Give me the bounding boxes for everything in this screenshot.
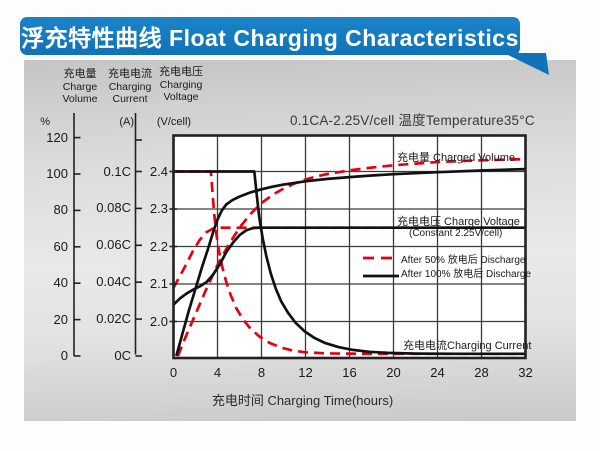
unit-v-per-cell: (V/cell) (156, 116, 192, 128)
label-constant-voltage: (Constant 2.25V/cell) (409, 228, 503, 239)
unit-ampere: (A) (119, 116, 134, 128)
banner-tail (504, 53, 549, 75)
curve-charged-volume-after-50-discharge (176, 157, 526, 357)
x-axis-title: 充电时间 Charging Time(hours) (211, 393, 394, 408)
legend-line-solid (363, 274, 399, 278)
curve-charged-volume-after-100-discharge (174, 167, 526, 357)
curve-charging-current-after-50-discharge (173, 170, 526, 356)
condition-note: 0.1CA-2.25V/cell 温度Temperature35°C (290, 113, 535, 128)
legend-line-dashed (363, 256, 399, 260)
label-charge-voltage: 充电电压 Charge Voltage (397, 216, 520, 228)
curve-charging-current-after-100-discharge (173, 170, 526, 356)
unit-percent: % (40, 116, 50, 128)
curve-charge-voltage-after-50-discharge (172, 226, 526, 289)
legend-label-after-100: After 100% 放电后 Discharge (401, 269, 532, 280)
curve-charge-voltage-after-100-discharge (172, 226, 526, 306)
axis-header-charging-voltage: 充电电压 Charging Voltage (159, 66, 203, 103)
label-charged-volume: 充电量 Charged Volume (397, 152, 515, 164)
label-charging-current: 充电电流Charging Current (403, 340, 532, 352)
legend-label-after-50: After 50% 放电后 Discharge (401, 255, 526, 266)
title-banner: 浮充特性曲线 Float Charging Characteristics (20, 17, 520, 55)
axis-header-charge-volume: 充电量 Charge Volume (62, 68, 98, 105)
axis-header-charging-current: 充电电流 Charging Current (108, 68, 152, 105)
page-title: 浮充特性曲线 Float Charging Characteristics (21, 25, 519, 51)
